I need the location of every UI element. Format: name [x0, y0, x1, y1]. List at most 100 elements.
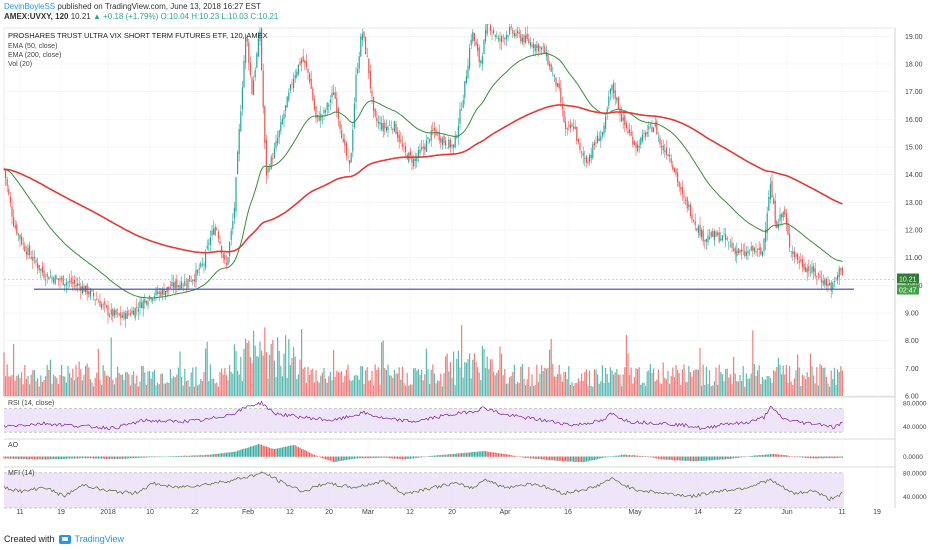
- ao-bar: [672, 456, 674, 461]
- ao-bar: [773, 454, 775, 457]
- candle-body: [51, 277, 53, 280]
- ao-bar: [181, 455, 183, 457]
- ao-bar: [512, 455, 514, 457]
- ao-bar: [179, 455, 181, 457]
- ao-bar: [678, 456, 680, 461]
- ao-bar: [611, 456, 613, 457]
- volume-bar: [275, 376, 277, 396]
- volume-bar: [462, 377, 464, 396]
- ao-bar: [107, 456, 109, 459]
- candle-body: [230, 230, 232, 240]
- volume-bar: [523, 378, 525, 396]
- candle-body: [177, 285, 179, 287]
- ao-bar: [83, 456, 85, 459]
- ao-bar: [208, 454, 210, 457]
- ao-bar: [758, 454, 760, 457]
- candle-body: [305, 61, 307, 68]
- volume-bar: [795, 370, 797, 396]
- ao-bar: [638, 455, 640, 457]
- volume-bar: [78, 361, 80, 396]
- volume-bar: [368, 380, 370, 396]
- volume-bar: [131, 374, 133, 396]
- ao-bar: [326, 456, 328, 460]
- volume-bar: [200, 378, 202, 396]
- candle-body: [539, 46, 541, 49]
- candle-body: [419, 149, 421, 154]
- volume-bar: [625, 334, 627, 396]
- candle-body: [521, 37, 523, 43]
- candle-body: [227, 257, 229, 265]
- ao-bar: [569, 456, 571, 462]
- ao-bar: [296, 446, 298, 457]
- legend-entry: Vol (20): [8, 61, 32, 68]
- candle-body: [689, 204, 691, 216]
- candle-body: [470, 39, 472, 46]
- candle-body: [601, 131, 603, 136]
- ao-bar: [235, 451, 237, 457]
- volume-bar: [448, 371, 450, 396]
- ao-bar: [328, 456, 330, 461]
- volume-bar: [214, 383, 216, 396]
- volume-bar: [454, 385, 456, 396]
- candle-body: [550, 64, 552, 72]
- volume-bar: [742, 366, 744, 396]
- chart-area[interactable]: 6.007.008.009.0010.0011.0012.0013.0014.0…: [0, 24, 932, 534]
- volume-bar: [326, 382, 328, 396]
- candle-body: [459, 109, 461, 124]
- ao-bar: [648, 456, 650, 458]
- candle-body: [640, 138, 642, 145]
- ao-bar: [200, 455, 202, 457]
- volume-bar: [256, 356, 258, 396]
- candle-body: [757, 248, 759, 250]
- ao-bar: [563, 456, 565, 462]
- x-tick: 22: [734, 509, 742, 516]
- volume-bar: [294, 356, 296, 396]
- candle-body: [336, 98, 338, 112]
- ao-bar: [499, 453, 501, 457]
- author-link[interactable]: DevinBoyleSS: [4, 2, 56, 11]
- candle-body: [5, 169, 7, 179]
- ao-bar: [325, 456, 327, 460]
- volume-bar: [264, 327, 266, 396]
- last-price-tag: [897, 273, 919, 284]
- candle-body: [725, 234, 727, 240]
- ao-bar: [659, 456, 661, 460]
- volume-bar: [809, 353, 811, 396]
- candle-body: [816, 276, 818, 277]
- volume-bar: [280, 365, 282, 396]
- candle-body: [430, 130, 432, 141]
- candle-body: [765, 229, 767, 243]
- volume-bar: [435, 383, 437, 396]
- volume-bar: [560, 374, 562, 396]
- ao-bar: [9, 456, 11, 459]
- candle-body: [262, 70, 264, 108]
- candle-body: [782, 211, 784, 218]
- volume-bar: [22, 384, 24, 396]
- volume-bar: [81, 380, 83, 396]
- volume-bar: [681, 369, 683, 396]
- ao-bar: [176, 456, 178, 457]
- candle-body: [568, 125, 570, 127]
- volume-bar: [629, 375, 631, 396]
- tradingview-brand-link[interactable]: TradingView: [74, 534, 125, 544]
- ao-bar: [240, 449, 242, 457]
- ao-bar: [432, 455, 434, 457]
- candle-body: [200, 263, 202, 268]
- volume-bar: [654, 381, 656, 396]
- volume-bar: [477, 367, 479, 396]
- volume-bar: [56, 377, 58, 396]
- candle-body: [745, 252, 747, 256]
- volume-bar: [702, 364, 704, 396]
- ao-bar: [691, 456, 693, 462]
- x-tick: Apr: [500, 509, 512, 516]
- volume-bar: [109, 377, 111, 396]
- ao-bar: [713, 456, 715, 460]
- ao-bar: [736, 456, 738, 459]
- ao-bar: [273, 449, 275, 457]
- candle-body: [771, 180, 773, 198]
- volume-bar: [648, 370, 650, 396]
- volume-bar: [165, 383, 167, 396]
- candle-body: [54, 275, 56, 285]
- candle-body: [254, 69, 256, 78]
- volume-bar: [617, 374, 619, 396]
